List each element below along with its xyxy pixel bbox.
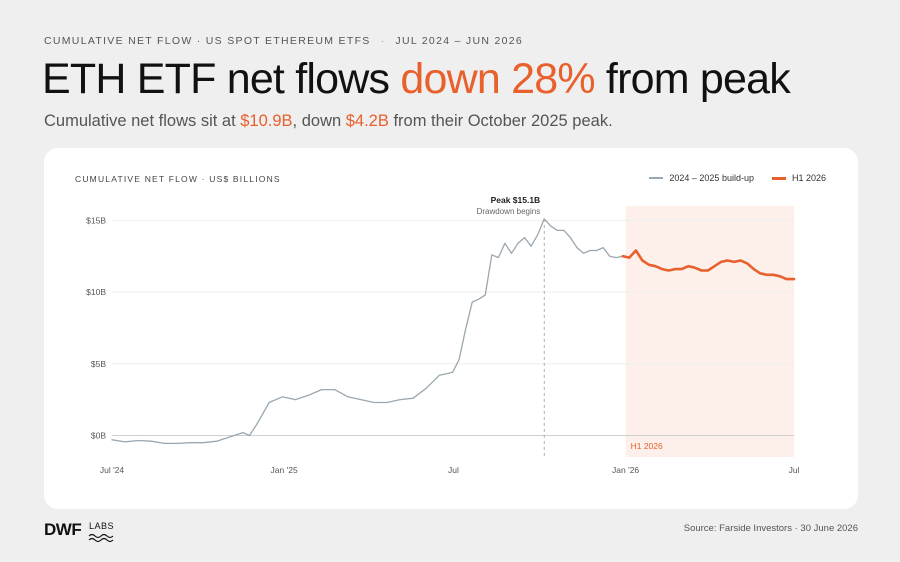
series-line-h1-2026	[621, 249, 796, 281]
x-tick-label: Jul	[789, 465, 800, 475]
sub-mid: , down	[292, 112, 346, 130]
logo-mark: DWF LABS	[44, 520, 114, 543]
headline: ETH ETF net flows down 28% from peak	[42, 53, 791, 105]
x-tick-label: Jan '25	[271, 465, 298, 475]
h1-2026-band	[625, 206, 794, 457]
dwf-labs-logo: DWF LABS	[44, 518, 124, 549]
logo-text: DWF	[44, 520, 81, 539]
eyebrow-separator: ·	[380, 35, 386, 47]
legend: 2024 – 2025 build-up H1 2026	[649, 173, 826, 183]
y-tick-label: $15B	[86, 215, 106, 225]
headline-pre: ETH ETF net flows	[42, 55, 401, 103]
headline-accent: down 28%	[400, 55, 595, 103]
sub-post: from their October 2025 peak.	[388, 112, 613, 130]
y-tick-label: $10B	[86, 287, 106, 297]
eyebrow: CUMULATIVE NET FLOW · US SPOT ETHEREUM E…	[44, 35, 523, 47]
y-tick-label: $0B	[91, 430, 106, 440]
legend-label-buildup: 2024 – 2025 build-up	[669, 173, 754, 183]
source-note: Source: Farside Investors · 30 June 2026	[683, 523, 858, 534]
sub-value-drop: $4.2B	[345, 112, 389, 130]
legend-item-buildup: 2024 – 2025 build-up	[649, 173, 754, 183]
sub-pre: Cumulative net flows sit at	[44, 112, 241, 130]
x-tick-label: Jul	[448, 465, 459, 475]
chart-card: $0B $5B $10B $15B Jul '24 Jan '25 Jul Jan '26 Ju…	[44, 148, 858, 509]
sub-value-current: $10.9B	[240, 112, 293, 130]
peak-sublabel: Drawdown begins	[477, 207, 541, 216]
chart-title: CUMULATIVE NET FLOW · US$ BILLIONS	[75, 174, 281, 184]
logo-wave-1	[88, 533, 114, 539]
line-chart: $0B $5B $10B $15B Jul '24 Jan '25 Jul Jan '26 Ju…	[86, 195, 800, 475]
logo-wave-2	[88, 537, 114, 543]
peak-label: Peak $15.1B	[491, 195, 541, 205]
subheadline: Cumulative net flows sit at $10.9B, down…	[44, 112, 613, 131]
h1-2026-band-label: H1 2026	[631, 441, 663, 451]
y-tick-label: $5B	[91, 359, 106, 369]
legend-swatch-h1-2026	[771, 176, 786, 180]
logo-sub: LABS	[89, 521, 114, 531]
eyebrow-title: CUMULATIVE NET FLOW · US SPOT ETHEREUM E…	[44, 35, 371, 47]
legend-label-h1-2026: H1 2026	[791, 173, 826, 183]
x-tick-label: Jul '24	[100, 465, 125, 475]
legend-item-h1-2026: H1 2026	[771, 173, 826, 183]
headline-post: from peak	[594, 55, 791, 103]
eyebrow-date-range: JUL 2024 – JUN 2026	[395, 35, 524, 47]
x-tick-label: Jan '26	[612, 465, 639, 475]
series-line-buildup	[111, 218, 624, 445]
legend-swatch-buildup	[649, 177, 664, 179]
